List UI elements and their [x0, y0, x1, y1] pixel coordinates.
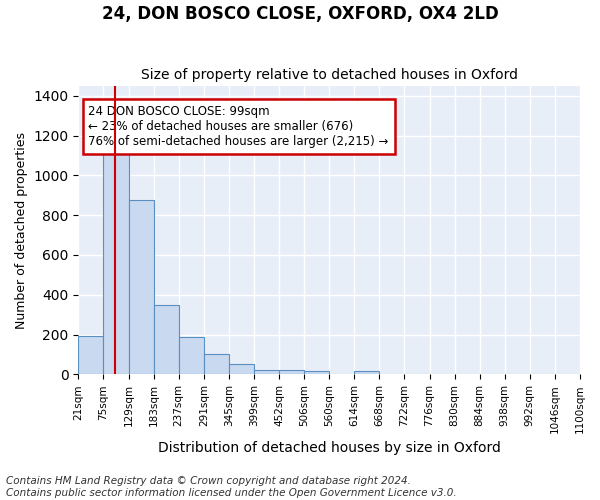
Text: 24 DON BOSCO CLOSE: 99sqm
← 23% of detached houses are smaller (676)
76% of semi: 24 DON BOSCO CLOSE: 99sqm ← 23% of detac… [88, 104, 389, 148]
Bar [154, 304, 179, 374]
Bar [229, 364, 254, 374]
Text: Contains HM Land Registry data © Crown copyright and database right 2024.
Contai: Contains HM Land Registry data © Crown c… [6, 476, 457, 498]
Bar [354, 372, 379, 374]
Bar [279, 370, 304, 374]
Bar [128, 200, 154, 374]
Y-axis label: Number of detached properties: Number of detached properties [15, 132, 28, 328]
Bar [254, 370, 279, 374]
Title: Size of property relative to detached houses in Oxford: Size of property relative to detached ho… [141, 68, 518, 82]
Bar [204, 354, 229, 374]
Text: 24, DON BOSCO CLOSE, OXFORD, OX4 2LD: 24, DON BOSCO CLOSE, OXFORD, OX4 2LD [101, 5, 499, 23]
Bar [304, 371, 329, 374]
Bar [179, 336, 204, 374]
Bar [79, 336, 103, 374]
Bar [103, 152, 128, 374]
X-axis label: Distribution of detached houses by size in Oxford: Distribution of detached houses by size … [158, 441, 500, 455]
